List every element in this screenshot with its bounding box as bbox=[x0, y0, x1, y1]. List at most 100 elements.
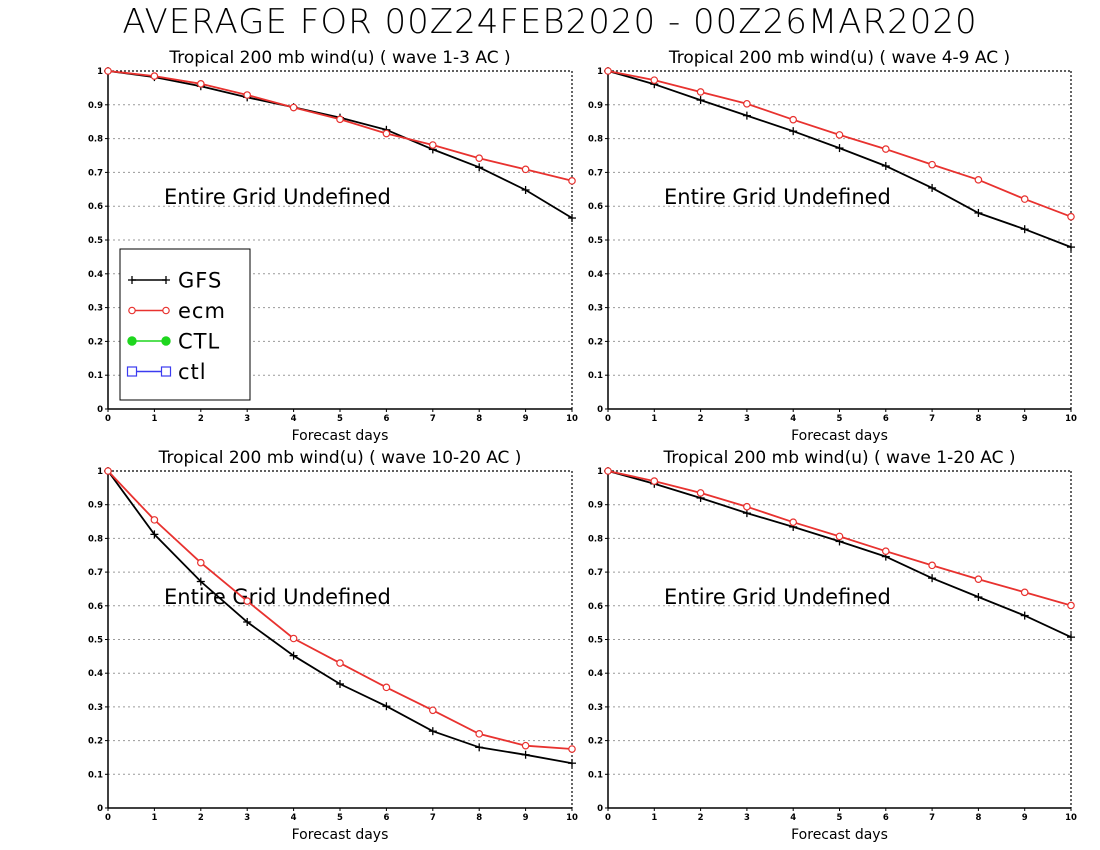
x-axis-label: Forecast days bbox=[292, 428, 389, 444]
data-point-ecm bbox=[696, 88, 705, 96]
y-tick-label: 0.6 bbox=[88, 602, 103, 612]
x-tick-label: 9 bbox=[1022, 414, 1028, 424]
x-tick-label: 4 bbox=[790, 813, 796, 823]
series-line-GFS bbox=[107, 470, 573, 765]
data-point-ecm bbox=[150, 516, 159, 524]
data-point-GFS bbox=[835, 144, 844, 153]
panel-title: Tropical 200 mb wind(u) ( wave 1-3 AC ) bbox=[168, 48, 510, 68]
y-tick-label: 0 bbox=[97, 405, 103, 415]
data-point-ecm bbox=[696, 489, 705, 497]
data-point-ecm bbox=[835, 131, 844, 139]
data-point-GFS bbox=[789, 127, 798, 136]
data-point-ecm bbox=[336, 115, 344, 124]
legend-marker bbox=[126, 366, 138, 377]
x-tick-label: 0 bbox=[605, 813, 611, 823]
series-line-GFS bbox=[607, 470, 1072, 638]
legend-marker bbox=[160, 366, 172, 377]
data-point-ecm bbox=[928, 160, 936, 169]
y-tick-label: 0 bbox=[597, 804, 603, 814]
y-tick-label: 0.1 bbox=[588, 371, 603, 381]
data-point-ecm bbox=[475, 154, 484, 163]
data-point-ecm bbox=[197, 80, 205, 88]
undefined-grid-note: Entire Grid Undefined bbox=[164, 185, 391, 209]
main-title: AVERAGE FOR 00Z24FEB2020 - 00Z26MAR2020 bbox=[122, 2, 978, 42]
chart-panel-3: Tropical 200 mb wind(u) ( wave 10-20 AC … bbox=[88, 448, 578, 843]
x-tick-label: 2 bbox=[198, 414, 204, 424]
y-tick-label: 0.8 bbox=[588, 135, 603, 145]
data-point-ecm bbox=[521, 165, 530, 174]
legend-label: CTL bbox=[178, 330, 220, 354]
y-tick-label: 0.5 bbox=[588, 636, 603, 646]
data-point-ecm bbox=[881, 547, 890, 556]
data-point-ecm bbox=[475, 730, 484, 738]
x-tick-label: 10 bbox=[566, 813, 578, 823]
data-point-ecm bbox=[1020, 195, 1029, 203]
y-tick-label: 0.1 bbox=[588, 770, 603, 780]
data-point-ecm bbox=[789, 518, 798, 527]
data-point-GFS bbox=[428, 727, 437, 736]
series-ecm bbox=[104, 67, 576, 185]
y-tick-label: 0.3 bbox=[588, 703, 603, 713]
data-point-ecm bbox=[104, 467, 112, 475]
x-tick-label: 3 bbox=[244, 813, 250, 823]
y-tick-label: 0.2 bbox=[88, 337, 103, 347]
y-tick-label: 1 bbox=[597, 467, 603, 477]
data-point-ecm bbox=[104, 67, 112, 75]
y-tick-label: 0.5 bbox=[588, 236, 603, 246]
panel-title: Tropical 200 mb wind(u) ( wave 1-20 AC ) bbox=[662, 448, 1015, 468]
legend-entry-ctl: ctl bbox=[126, 360, 206, 384]
y-tick-label: 0.5 bbox=[88, 236, 103, 246]
x-tick-label: 4 bbox=[291, 414, 297, 424]
y-tick-label: 0.7 bbox=[588, 568, 603, 578]
y-tick-label: 0.7 bbox=[588, 168, 603, 178]
data-point-ecm bbox=[568, 177, 576, 185]
legend-marker bbox=[162, 306, 170, 315]
data-point-ecm bbox=[881, 145, 890, 153]
legend-marker bbox=[128, 306, 136, 315]
x-tick-label: 7 bbox=[929, 813, 935, 823]
series-GFS bbox=[104, 467, 576, 768]
x-tick-label: 0 bbox=[105, 414, 111, 424]
data-point-GFS bbox=[1067, 633, 1075, 642]
x-tick-label: 10 bbox=[1065, 414, 1077, 424]
data-point-ecm bbox=[289, 634, 298, 643]
x-tick-label: 0 bbox=[605, 414, 611, 424]
x-tick-label: 8 bbox=[975, 813, 981, 823]
x-tick-label: 9 bbox=[1022, 813, 1028, 823]
y-tick-label: 0.9 bbox=[88, 501, 103, 511]
panel-title: Tropical 200 mb wind(u) ( wave 4-9 AC ) bbox=[668, 48, 1010, 68]
data-point-GFS bbox=[1020, 611, 1029, 620]
chart-panel-2: Tropical 200 mb wind(u) ( wave 4-9 AC ) 0… bbox=[588, 48, 1077, 444]
data-point-ecm bbox=[1067, 212, 1075, 221]
y-tick-label: 0 bbox=[97, 804, 103, 814]
y-tick-label: 0.4 bbox=[88, 669, 103, 679]
data-point-ecm bbox=[382, 129, 391, 138]
y-tick-label: 0.1 bbox=[88, 371, 103, 381]
y-tick-label: 0.6 bbox=[88, 202, 103, 212]
data-point-ecm bbox=[1067, 601, 1075, 610]
y-tick-label: 0.3 bbox=[588, 304, 603, 314]
y-tick-label: 0.1 bbox=[88, 770, 103, 780]
x-tick-label: 5 bbox=[337, 414, 343, 424]
y-tick-label: 0.9 bbox=[588, 501, 603, 511]
data-point-GFS bbox=[568, 214, 576, 223]
y-tick-label: 0.5 bbox=[88, 636, 103, 646]
data-point-GFS bbox=[382, 702, 391, 711]
data-point-GFS bbox=[1020, 225, 1029, 234]
data-point-GFS bbox=[974, 593, 983, 602]
data-point-ecm bbox=[150, 72, 159, 80]
x-tick-label: 1 bbox=[651, 813, 657, 823]
data-point-ecm bbox=[604, 467, 612, 475]
x-tick-label: 9 bbox=[523, 414, 529, 424]
chart-panel-4: Tropical 200 mb wind(u) ( wave 1-20 AC )… bbox=[588, 448, 1077, 843]
series-GFS bbox=[604, 467, 1075, 642]
x-tick-label: 6 bbox=[383, 813, 389, 823]
legend-marker bbox=[127, 336, 137, 346]
data-point-ecm bbox=[428, 706, 437, 715]
x-tick-label: 8 bbox=[476, 813, 482, 823]
x-tick-label: 3 bbox=[244, 414, 250, 424]
data-point-ecm bbox=[604, 67, 612, 75]
data-point-ecm bbox=[789, 115, 798, 124]
y-tick-label: 1 bbox=[97, 467, 103, 477]
